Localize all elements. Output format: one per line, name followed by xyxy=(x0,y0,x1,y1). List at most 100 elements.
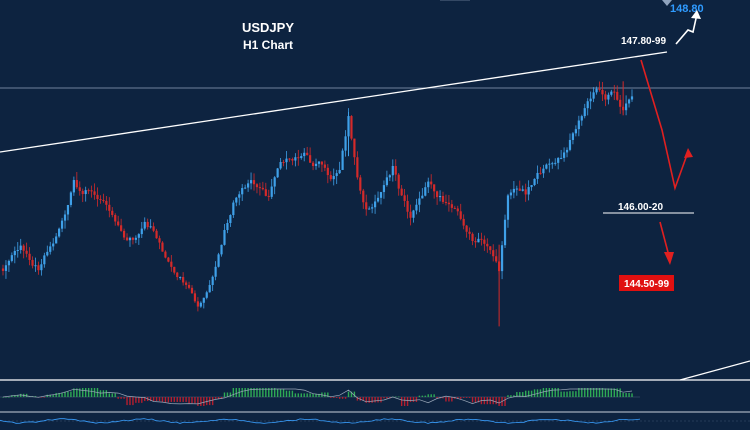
oscillator-bar xyxy=(268,388,270,397)
candle-body xyxy=(403,195,406,201)
candle-body xyxy=(441,196,445,202)
oscillator-bar xyxy=(498,397,500,406)
candle-body xyxy=(247,183,250,188)
candle-body xyxy=(170,261,173,267)
candle-body xyxy=(285,158,288,163)
oscillator-bar xyxy=(256,388,258,397)
candle-body xyxy=(184,282,188,285)
oscillator-bar xyxy=(430,394,432,397)
oscillator-bar xyxy=(592,388,595,397)
candle-body xyxy=(37,265,40,271)
candle-body xyxy=(303,152,306,157)
oscillator-bar xyxy=(188,397,190,404)
oscillator-bar xyxy=(223,392,226,397)
candle-body xyxy=(306,152,309,156)
candle-body xyxy=(586,101,589,109)
candle-body xyxy=(447,202,451,205)
candle-body xyxy=(424,187,427,196)
oscillator-bar xyxy=(377,397,379,403)
oscillator-bar xyxy=(152,397,155,402)
candle-body xyxy=(10,255,13,261)
candle-body xyxy=(341,150,344,170)
candle-body xyxy=(323,164,326,168)
candle-body xyxy=(155,230,158,239)
oscillator-pane xyxy=(0,388,640,406)
oscillator-bar xyxy=(628,392,630,397)
oscillator-bar xyxy=(315,393,317,397)
candle-body xyxy=(211,276,214,286)
oscillator-bar xyxy=(415,397,418,402)
candle-body xyxy=(199,302,202,307)
candle-body xyxy=(450,204,453,208)
candle-body xyxy=(477,238,480,243)
candle-body xyxy=(610,91,613,95)
candle-body xyxy=(226,223,229,231)
candle-body xyxy=(568,139,572,150)
oscillator-bar xyxy=(241,388,243,397)
oscillator-bar xyxy=(542,388,545,397)
candle-body xyxy=(580,116,583,121)
oscillator-bar xyxy=(303,393,305,397)
arrow-projection-path xyxy=(640,59,689,191)
oscillator-bar xyxy=(554,388,556,397)
oscillator-bar xyxy=(306,393,308,397)
candle-body xyxy=(530,185,533,188)
candle-body xyxy=(276,168,279,178)
candle-body xyxy=(335,173,338,177)
oscillator-bar xyxy=(300,393,302,397)
oscillator-bar xyxy=(49,394,51,397)
candle-body xyxy=(598,88,601,90)
oscillator-bar xyxy=(522,392,524,397)
oscillator-bar xyxy=(448,397,450,402)
oscillator-bar xyxy=(114,393,116,397)
candle-body xyxy=(164,251,167,258)
candle-body xyxy=(232,202,235,216)
oscillator-bar xyxy=(400,397,403,406)
oscillator-bar xyxy=(412,397,415,402)
oscillator-bar xyxy=(120,397,122,399)
candle-body xyxy=(619,99,622,107)
oscillator-bar xyxy=(374,397,376,403)
candle-body xyxy=(217,254,220,267)
oscillator-bar xyxy=(158,397,161,402)
candle-body xyxy=(87,190,90,192)
oscillator-bar xyxy=(43,397,46,398)
candle-body xyxy=(125,237,129,241)
candle-body xyxy=(583,108,586,117)
top-scale-marker xyxy=(662,0,672,6)
candle-body xyxy=(353,138,356,158)
oscillator-bar xyxy=(341,397,344,399)
candle-body xyxy=(613,91,616,93)
arrow-down-line xyxy=(659,221,670,257)
candle-body xyxy=(545,164,548,169)
oscillator-bar xyxy=(560,391,562,397)
oscillator-bar xyxy=(17,395,19,397)
candle-body xyxy=(394,166,397,175)
candle-body xyxy=(282,162,285,164)
oscillator-bar xyxy=(527,390,530,397)
lower-indicator-line xyxy=(0,418,641,424)
candle-body xyxy=(421,195,424,199)
oscillator-bar xyxy=(359,397,362,401)
oscillator-bar xyxy=(530,390,533,397)
candle-body xyxy=(456,208,459,212)
oscillator-bar xyxy=(406,397,409,406)
oscillator-bar xyxy=(176,397,178,402)
candle-body xyxy=(111,210,114,215)
top-scale xyxy=(440,0,672,6)
candle-body xyxy=(16,249,19,251)
oscillator-bar xyxy=(194,397,196,404)
oscillator-bar xyxy=(294,393,297,397)
candle-body xyxy=(350,116,353,139)
candle-body xyxy=(99,199,102,201)
candle-body xyxy=(373,201,377,208)
oscillator-bar xyxy=(132,397,134,406)
candle-body xyxy=(84,190,87,195)
candle-body xyxy=(238,194,241,198)
candle-body xyxy=(267,195,270,197)
candle-body xyxy=(368,208,371,210)
candle-body xyxy=(562,152,566,158)
candle-body xyxy=(120,225,123,231)
oscillator-bar xyxy=(99,390,102,397)
candle-body xyxy=(108,204,111,211)
